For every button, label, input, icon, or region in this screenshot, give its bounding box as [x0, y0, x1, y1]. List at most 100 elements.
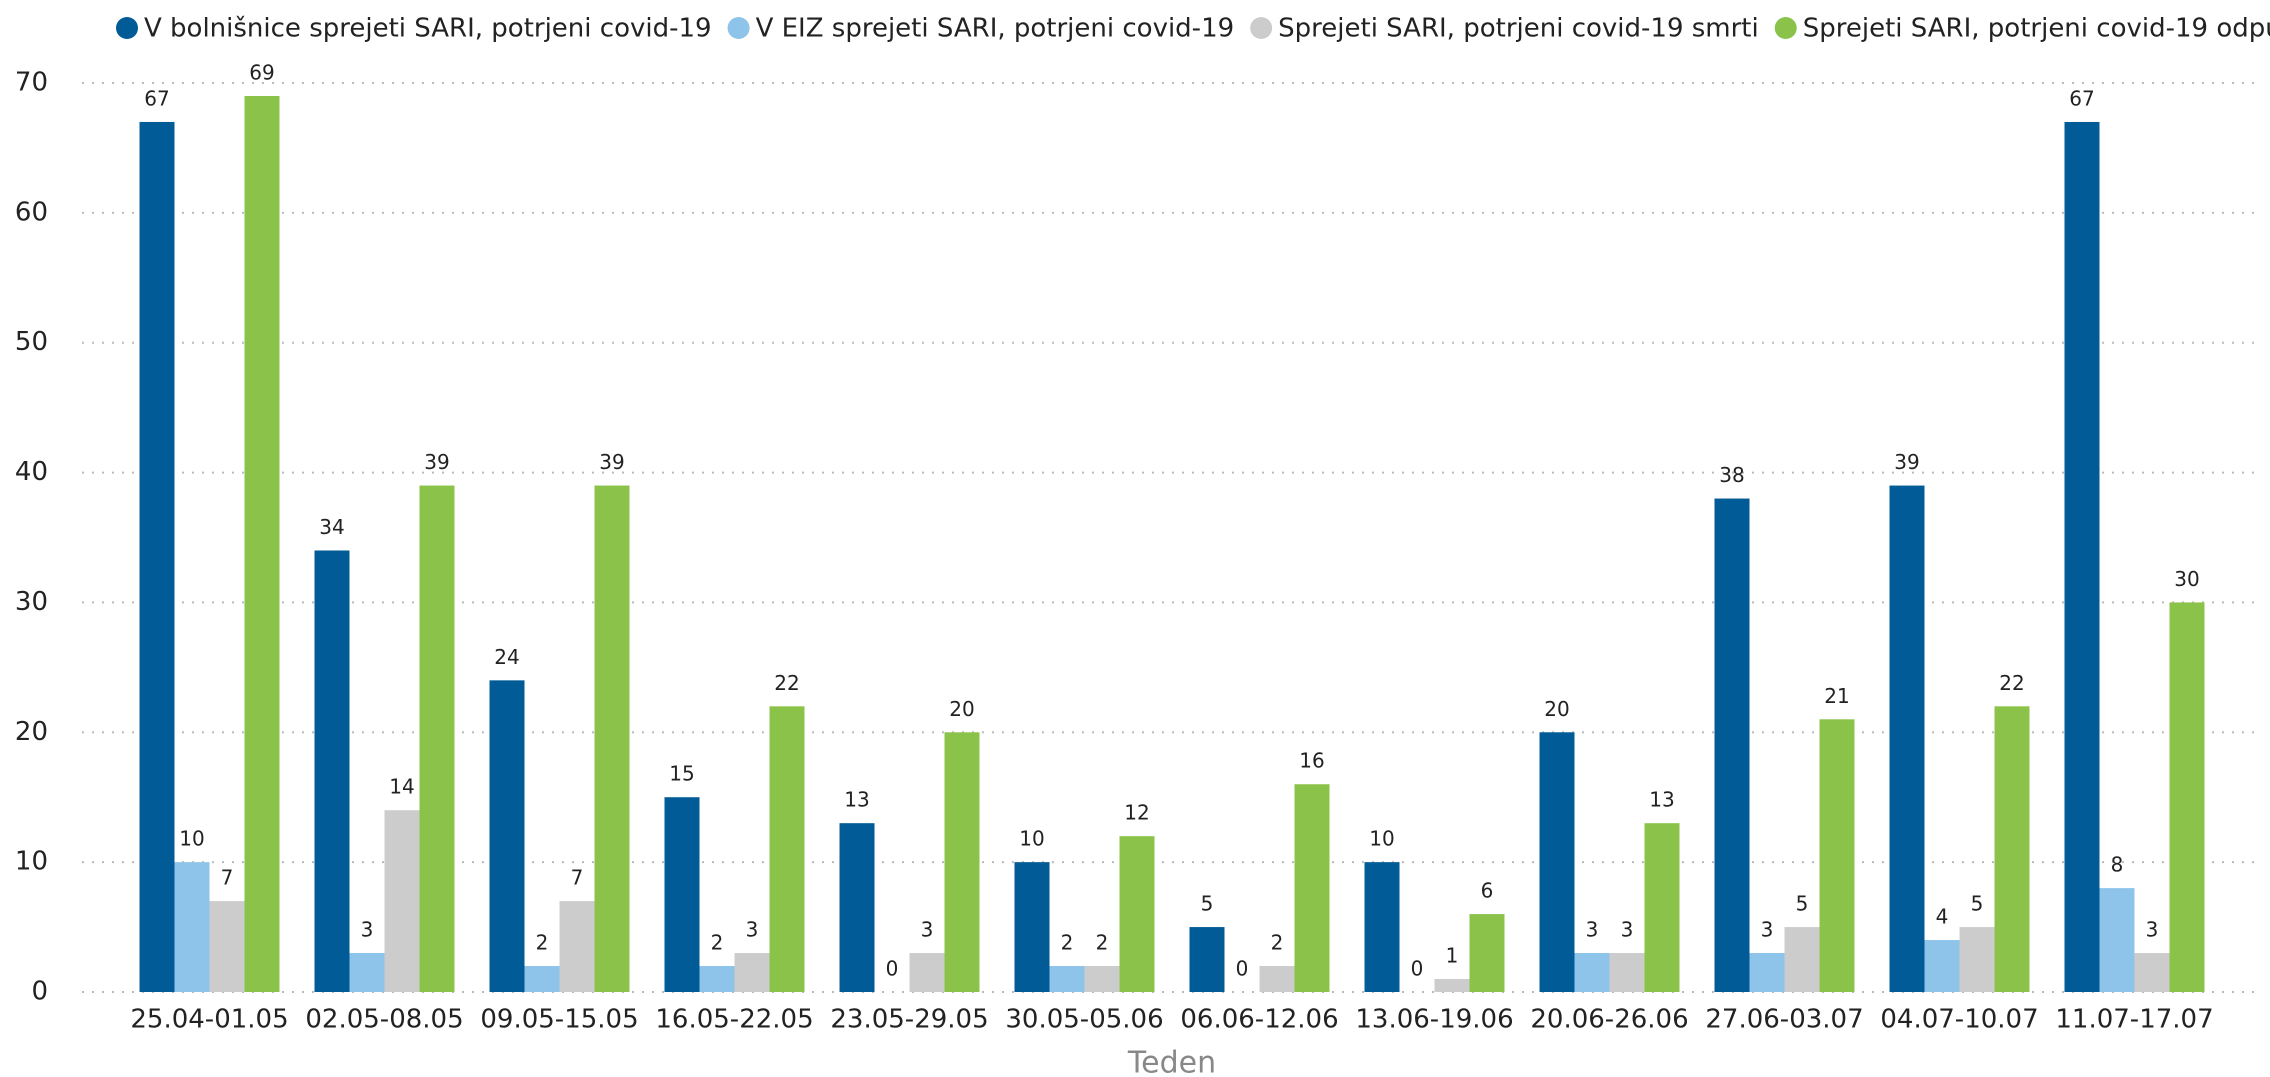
value-label: 7	[221, 866, 234, 890]
x-tick-label: 27.06-03.07	[1705, 1005, 1863, 1035]
bar	[1259, 966, 1295, 992]
bar	[1924, 940, 1960, 992]
x-tick-label: 23.05-29.05	[830, 1005, 988, 1035]
bar	[769, 706, 805, 992]
bar	[1574, 953, 1610, 992]
bar	[1539, 732, 1575, 992]
value-label: 4	[1936, 905, 1949, 929]
value-label: 0	[886, 957, 899, 981]
x-tick-label: 06.06-12.06	[1180, 1005, 1338, 1035]
bar	[559, 901, 595, 992]
legend-label: V bolnišnice sprejeti SARI, potrjeni cov…	[144, 14, 712, 44]
value-label: 2	[1271, 931, 1284, 955]
bar	[2169, 602, 2205, 992]
legend-marker	[1774, 17, 1797, 39]
value-label: 2	[1061, 931, 1074, 955]
value-label: 34	[319, 515, 344, 539]
value-label: 38	[1719, 463, 1744, 487]
value-label: 22	[774, 671, 799, 695]
value-label: 2	[1096, 931, 1109, 955]
bar	[489, 680, 525, 992]
bar	[1189, 927, 1225, 992]
value-label: 3	[1621, 918, 1634, 942]
value-label: 39	[1894, 450, 1919, 474]
bar	[1819, 719, 1855, 992]
bar	[1994, 706, 2030, 992]
x-tick-label: 25.04-01.05	[130, 1005, 288, 1035]
bar	[419, 485, 455, 992]
y-tick-label: 0	[31, 977, 48, 1007]
value-label: 39	[599, 450, 624, 474]
x-tick-label: 02.05-08.05	[305, 1005, 463, 1035]
legend-label: Sprejeti SARI, potrjeni covid-19 smrti	[1278, 14, 1759, 44]
x-tick-label: 11.07-17.07	[2055, 1005, 2213, 1035]
value-label: 5	[1971, 892, 1984, 916]
x-tick-label: 04.07-10.07	[1880, 1005, 2038, 1035]
y-tick-label: 30	[15, 587, 48, 617]
y-tick-label: 20	[15, 717, 48, 747]
bar	[1644, 823, 1680, 992]
value-label: 16	[1299, 749, 1324, 773]
value-label: 0	[1236, 957, 1249, 981]
value-label: 13	[1649, 788, 1674, 812]
bar	[594, 485, 630, 992]
y-tick-label: 40	[15, 457, 48, 487]
x-tick-label: 30.05-05.06	[1005, 1005, 1163, 1035]
legend-marker	[727, 17, 750, 39]
bar	[314, 550, 350, 992]
value-label: 14	[389, 775, 414, 799]
bar	[839, 823, 875, 992]
bar	[1049, 966, 1085, 992]
value-label: 39	[424, 450, 449, 474]
value-label: 67	[144, 86, 169, 110]
bar	[944, 732, 980, 992]
bar	[1434, 979, 1470, 992]
value-label: 3	[1586, 918, 1599, 942]
value-label: 2	[711, 931, 724, 955]
x-axis-title: Teden	[1127, 1046, 1216, 1077]
bar	[1959, 927, 1995, 992]
bar	[1609, 953, 1645, 992]
bar	[2064, 121, 2100, 992]
value-label: 5	[1796, 892, 1809, 916]
bar	[699, 966, 735, 992]
value-label: 1	[1446, 944, 1459, 968]
x-tick-label: 20.06-26.06	[1530, 1005, 1688, 1035]
bar	[349, 953, 385, 992]
bar	[174, 862, 210, 992]
legend-marker	[1250, 17, 1273, 39]
value-label: 24	[494, 645, 519, 669]
x-tick-label: 16.05-22.05	[655, 1005, 813, 1035]
value-label: 5	[1201, 892, 1214, 916]
bar	[2134, 953, 2170, 992]
value-label: 0	[1411, 957, 1424, 981]
bar	[209, 901, 245, 992]
bar	[1889, 485, 1925, 992]
bar	[139, 121, 175, 992]
value-label: 10	[1369, 827, 1394, 851]
y-tick-label: 60	[15, 197, 48, 227]
value-label: 21	[1824, 684, 1849, 708]
bar	[1084, 966, 1120, 992]
value-label: 3	[361, 918, 374, 942]
value-label: 3	[2146, 918, 2159, 942]
value-label: 30	[2174, 567, 2199, 591]
value-label: 69	[249, 60, 274, 84]
value-label: 3	[746, 918, 759, 942]
value-label: 13	[844, 788, 869, 812]
bar	[1364, 862, 1400, 992]
bar	[1714, 498, 1750, 992]
bar	[1469, 914, 1505, 992]
value-label: 67	[2069, 86, 2094, 110]
value-label: 15	[669, 762, 694, 786]
y-tick-label: 70	[15, 68, 48, 98]
bar	[1014, 862, 1050, 992]
value-label: 12	[1124, 801, 1149, 825]
value-label: 2	[536, 931, 549, 955]
bar	[384, 810, 420, 992]
value-label: 10	[1019, 827, 1044, 851]
value-label: 10	[179, 827, 204, 851]
bar	[1749, 953, 1785, 992]
bar	[1119, 836, 1155, 992]
